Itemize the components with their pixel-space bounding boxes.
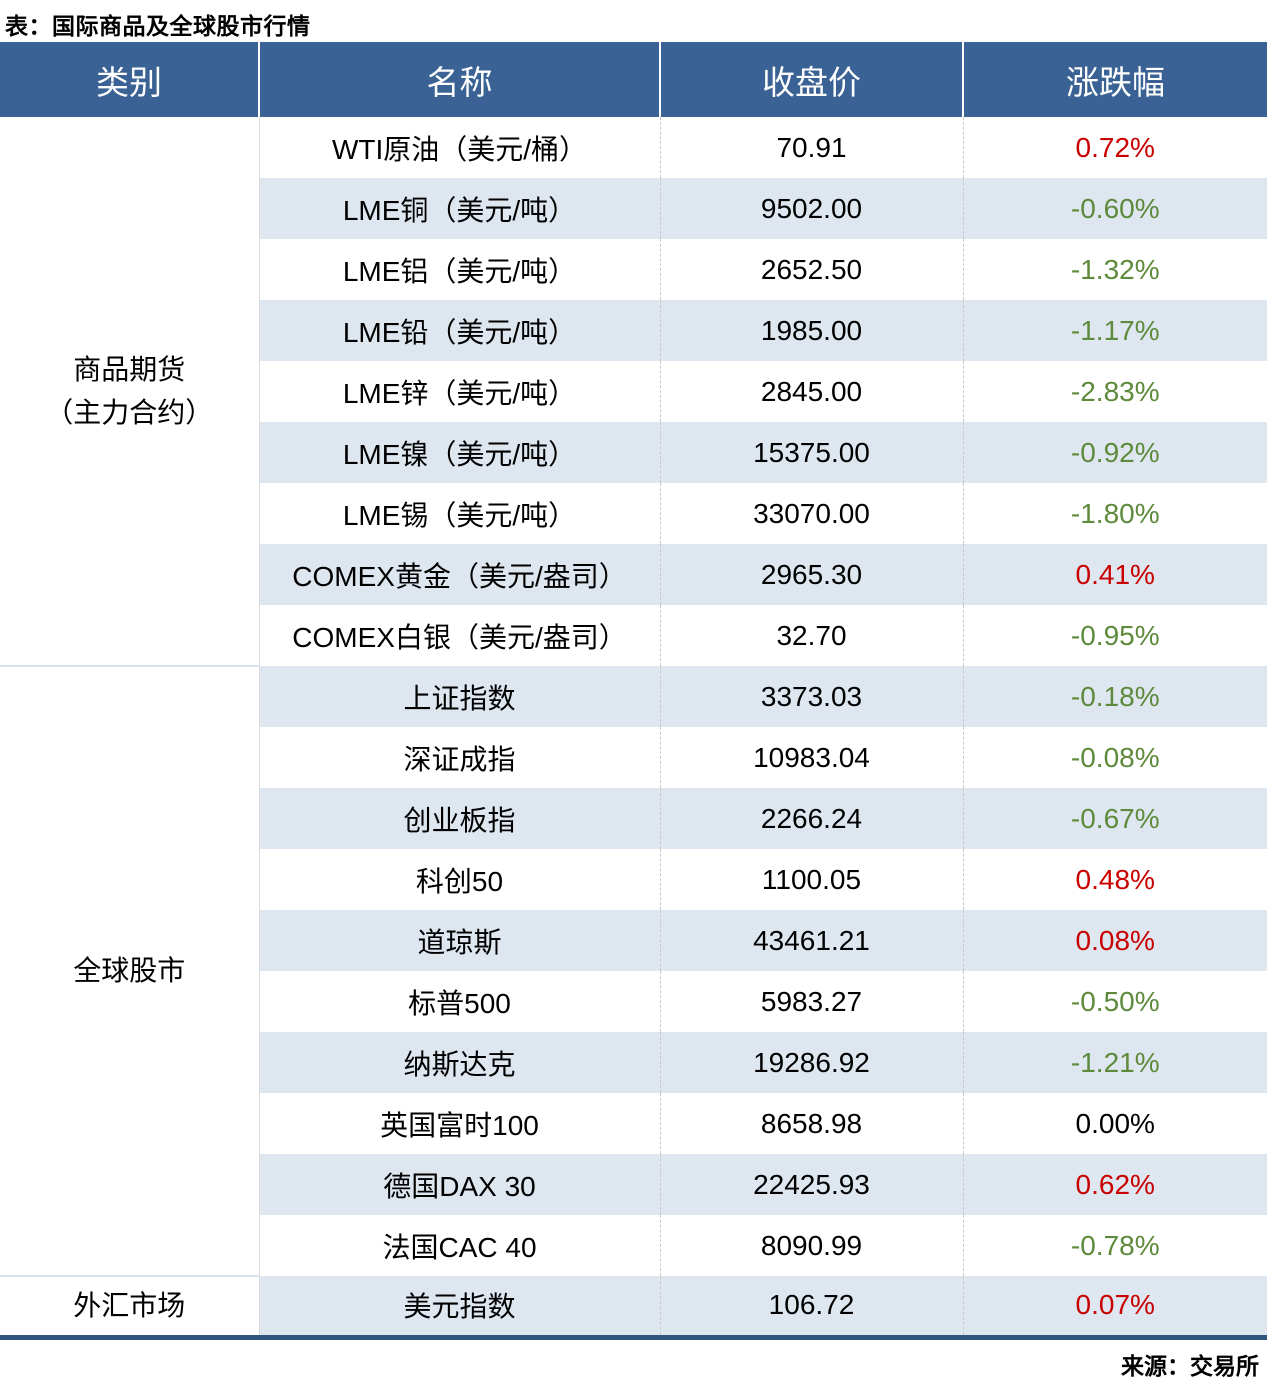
table-row: LME铜（美元/吨） 9502.00 -0.60% bbox=[0, 178, 1267, 239]
header-row: 类别 名称 收盘价 涨跌幅 bbox=[0, 42, 1267, 117]
change-percent: -0.78% bbox=[962, 1215, 1267, 1276]
table-row: 全球股市 上证指数 3373.03 -0.18% bbox=[0, 665, 1267, 1276]
change-percent: 0.72% bbox=[962, 117, 1267, 178]
instrument-name: 标普500 bbox=[258, 971, 660, 1032]
change-percent: -0.60% bbox=[962, 178, 1267, 239]
change-percent: 0.07% bbox=[962, 1276, 1267, 1337]
change-percent: -1.32% bbox=[962, 239, 1267, 300]
close-price: 8090.99 bbox=[659, 1215, 963, 1276]
instrument-name: 道琼斯 bbox=[258, 910, 660, 971]
close-price: 32.70 bbox=[659, 605, 963, 666]
change-percent: 0.08% bbox=[962, 910, 1267, 971]
change-percent: -1.21% bbox=[962, 1032, 1267, 1093]
close-price: 1985.00 bbox=[659, 300, 963, 361]
instrument-name: 英国富时100 bbox=[258, 1093, 660, 1154]
table-row: 标普500 5983.27 -0.50% bbox=[0, 971, 1267, 1032]
instrument-name: LME锌（美元/吨） bbox=[258, 361, 660, 422]
instrument-name: LME锡（美元/吨） bbox=[258, 483, 660, 544]
close-price: 10983.04 bbox=[659, 727, 963, 788]
close-price: 19286.92 bbox=[659, 1032, 963, 1093]
change-percent: -1.17% bbox=[962, 300, 1267, 361]
change-percent: -1.80% bbox=[962, 483, 1267, 544]
table-row: LME锡（美元/吨） 33070.00 -1.80% bbox=[0, 483, 1267, 544]
table-row: LME镍（美元/吨） 15375.00 -0.92% bbox=[0, 422, 1267, 483]
table-row: 外汇市场 美元指数 106.72 0.07% bbox=[0, 1275, 1267, 1337]
table-row: 道琼斯 43461.21 0.08% bbox=[0, 910, 1267, 971]
close-price: 22425.93 bbox=[659, 1154, 963, 1215]
table-row: 深证成指 10983.04 -0.08% bbox=[0, 727, 1267, 788]
change-percent: 0.62% bbox=[962, 1154, 1267, 1215]
close-price: 2652.50 bbox=[659, 239, 963, 300]
table-body: 商品期货 （主力合约） WTI原油（美元/桶） 70.91 0.72% LME铜（美元/吨… bbox=[0, 117, 1267, 1337]
category-cell: 全球股市 bbox=[0, 665, 259, 1276]
change-percent: -0.67% bbox=[962, 788, 1267, 849]
table-row: 纳斯达克 19286.92 -1.21% bbox=[0, 1032, 1267, 1093]
table-row: 英国富时100 8658.98 0.00% bbox=[0, 1093, 1267, 1154]
table-row: 法国CAC 40 8090.99 -0.78% bbox=[0, 1215, 1267, 1276]
instrument-name: 上证指数 bbox=[258, 666, 660, 727]
close-price: 9502.00 bbox=[659, 178, 963, 239]
table-row: 商品期货 （主力合约） WTI原油（美元/桶） 70.91 0.72% bbox=[0, 117, 1267, 666]
market-table: 类别 名称 收盘价 涨跌幅 商品期货 （主力合约） WTI原油（美元/桶） 70.91… bbox=[0, 42, 1267, 1340]
change-percent: -0.08% bbox=[962, 727, 1267, 788]
instrument-name: 深证成指 bbox=[258, 727, 660, 788]
close-price: 2845.00 bbox=[659, 361, 963, 422]
header-category: 类别 bbox=[0, 42, 259, 117]
category-cell: 外汇市场 bbox=[0, 1275, 259, 1337]
close-price: 33070.00 bbox=[659, 483, 963, 544]
instrument-name: COMEX黄金（美元/盎司） bbox=[258, 544, 660, 605]
table-row: 德国DAX 30 22425.93 0.62% bbox=[0, 1154, 1267, 1215]
header-change-pct: 涨跌幅 bbox=[962, 42, 1267, 117]
category-cell: 商品期货 （主力合约） bbox=[0, 117, 259, 666]
page-title: 表：国际商品及全球股市行情 bbox=[5, 13, 311, 39]
table-row: 科创50 1100.05 0.48% bbox=[0, 849, 1267, 910]
change-percent: -0.50% bbox=[962, 971, 1267, 1032]
close-price: 3373.03 bbox=[659, 666, 963, 727]
close-price: 8658.98 bbox=[659, 1093, 963, 1154]
instrument-name: 美元指数 bbox=[258, 1276, 660, 1337]
instrument-name: 德国DAX 30 bbox=[258, 1154, 660, 1215]
table-row: LME铝（美元/吨） 2652.50 -1.32% bbox=[0, 239, 1267, 300]
instrument-name: 纳斯达克 bbox=[258, 1032, 660, 1093]
close-price: 5983.27 bbox=[659, 971, 963, 1032]
change-percent: 0.00% bbox=[962, 1093, 1267, 1154]
instrument-name: COMEX白银（美元/盎司） bbox=[258, 605, 660, 666]
close-price: 70.91 bbox=[659, 117, 963, 178]
change-percent: -0.18% bbox=[962, 666, 1267, 727]
table-row: LME铅（美元/吨） 1985.00 -1.17% bbox=[0, 300, 1267, 361]
table-row: COMEX白银（美元/盎司） 32.70 -0.95% bbox=[0, 605, 1267, 666]
source-note: 来源：交易所 bbox=[1121, 1352, 1259, 1379]
instrument-name: 创业板指 bbox=[258, 788, 660, 849]
instrument-name: LME铅（美元/吨） bbox=[258, 300, 660, 361]
close-price: 106.72 bbox=[659, 1276, 963, 1337]
instrument-name: 科创50 bbox=[258, 849, 660, 910]
change-percent: -0.95% bbox=[962, 605, 1267, 666]
change-percent: -2.83% bbox=[962, 361, 1267, 422]
instrument-name: WTI原油（美元/桶） bbox=[258, 117, 660, 178]
header-close-price: 收盘价 bbox=[659, 42, 963, 117]
close-price: 2965.30 bbox=[659, 544, 963, 605]
close-price: 43461.21 bbox=[659, 910, 963, 971]
instrument-name: 法国CAC 40 bbox=[258, 1215, 660, 1276]
close-price: 15375.00 bbox=[659, 422, 963, 483]
header-name: 名称 bbox=[258, 42, 660, 117]
change-percent: 0.48% bbox=[962, 849, 1267, 910]
change-percent: 0.41% bbox=[962, 544, 1267, 605]
instrument-name: LME镍（美元/吨） bbox=[258, 422, 660, 483]
table-row: 创业板指 2266.24 -0.67% bbox=[0, 788, 1267, 849]
instrument-name: LME铜（美元/吨） bbox=[258, 178, 660, 239]
table-row: LME锌（美元/吨） 2845.00 -2.83% bbox=[0, 361, 1267, 422]
change-percent: -0.92% bbox=[962, 422, 1267, 483]
table-row: COMEX黄金（美元/盎司） 2965.30 0.41% bbox=[0, 544, 1267, 605]
instrument-name: LME铝（美元/吨） bbox=[258, 239, 660, 300]
close-price: 2266.24 bbox=[659, 788, 963, 849]
close-price: 1100.05 bbox=[659, 849, 963, 910]
